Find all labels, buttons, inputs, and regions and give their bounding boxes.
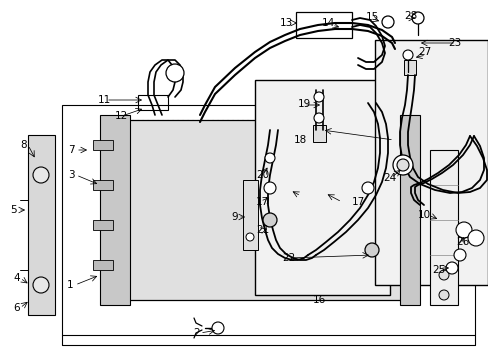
Circle shape	[381, 16, 393, 28]
Text: 20: 20	[256, 170, 268, 180]
Text: 1: 1	[67, 280, 74, 290]
Text: 28: 28	[403, 11, 416, 21]
Circle shape	[361, 182, 373, 194]
Circle shape	[392, 155, 412, 175]
Circle shape	[411, 12, 423, 24]
Text: 11: 11	[98, 95, 111, 105]
Text: 18: 18	[293, 135, 306, 145]
Circle shape	[212, 322, 224, 334]
Text: 13: 13	[280, 18, 293, 28]
Text: 24: 24	[382, 173, 395, 183]
Bar	[28, 135, 55, 315]
Circle shape	[438, 290, 448, 300]
Circle shape	[402, 50, 412, 60]
Circle shape	[455, 222, 471, 238]
Text: 4: 4	[13, 273, 20, 283]
Circle shape	[33, 277, 49, 293]
Bar	[243, 180, 258, 250]
Text: 2: 2	[193, 328, 199, 338]
Text: 6: 6	[13, 303, 20, 313]
Text: 3: 3	[68, 170, 75, 180]
Bar	[62, 105, 474, 335]
Bar	[403, 60, 415, 75]
Circle shape	[264, 182, 275, 194]
Text: 12: 12	[115, 111, 128, 121]
Circle shape	[165, 64, 183, 82]
Bar	[399, 115, 419, 305]
Circle shape	[467, 230, 483, 246]
Text: 17: 17	[256, 197, 269, 207]
Text: 7: 7	[68, 145, 75, 155]
Circle shape	[445, 262, 457, 274]
Bar	[93, 140, 113, 150]
Circle shape	[264, 153, 274, 163]
Text: 15: 15	[365, 12, 379, 22]
Bar	[113, 120, 404, 300]
Circle shape	[364, 243, 378, 257]
Circle shape	[453, 249, 465, 261]
Bar	[374, 40, 487, 285]
Text: 10: 10	[417, 210, 430, 220]
Bar	[295, 12, 351, 38]
Bar	[138, 95, 168, 110]
Circle shape	[33, 167, 49, 183]
Circle shape	[396, 159, 408, 171]
Text: 9: 9	[230, 212, 237, 222]
Bar	[93, 180, 113, 190]
Text: 19: 19	[297, 99, 311, 109]
Bar	[429, 150, 457, 305]
Text: 17: 17	[351, 197, 365, 207]
Text: 21: 21	[256, 225, 269, 235]
Circle shape	[263, 213, 276, 227]
Text: 22: 22	[282, 253, 295, 263]
Text: 5: 5	[10, 205, 17, 215]
Text: 23: 23	[447, 38, 460, 48]
Circle shape	[438, 270, 448, 280]
Text: 25: 25	[431, 265, 445, 275]
Text: 16: 16	[312, 295, 325, 305]
Text: 14: 14	[321, 18, 335, 28]
Bar	[254, 80, 389, 295]
Text: 26: 26	[455, 237, 468, 247]
Bar	[312, 125, 325, 142]
Bar	[93, 220, 113, 230]
Circle shape	[313, 92, 324, 102]
Circle shape	[245, 233, 253, 241]
Circle shape	[313, 113, 324, 123]
Text: 8: 8	[20, 140, 26, 150]
Text: 27: 27	[417, 47, 430, 57]
Bar	[93, 260, 113, 270]
Bar	[100, 115, 130, 305]
